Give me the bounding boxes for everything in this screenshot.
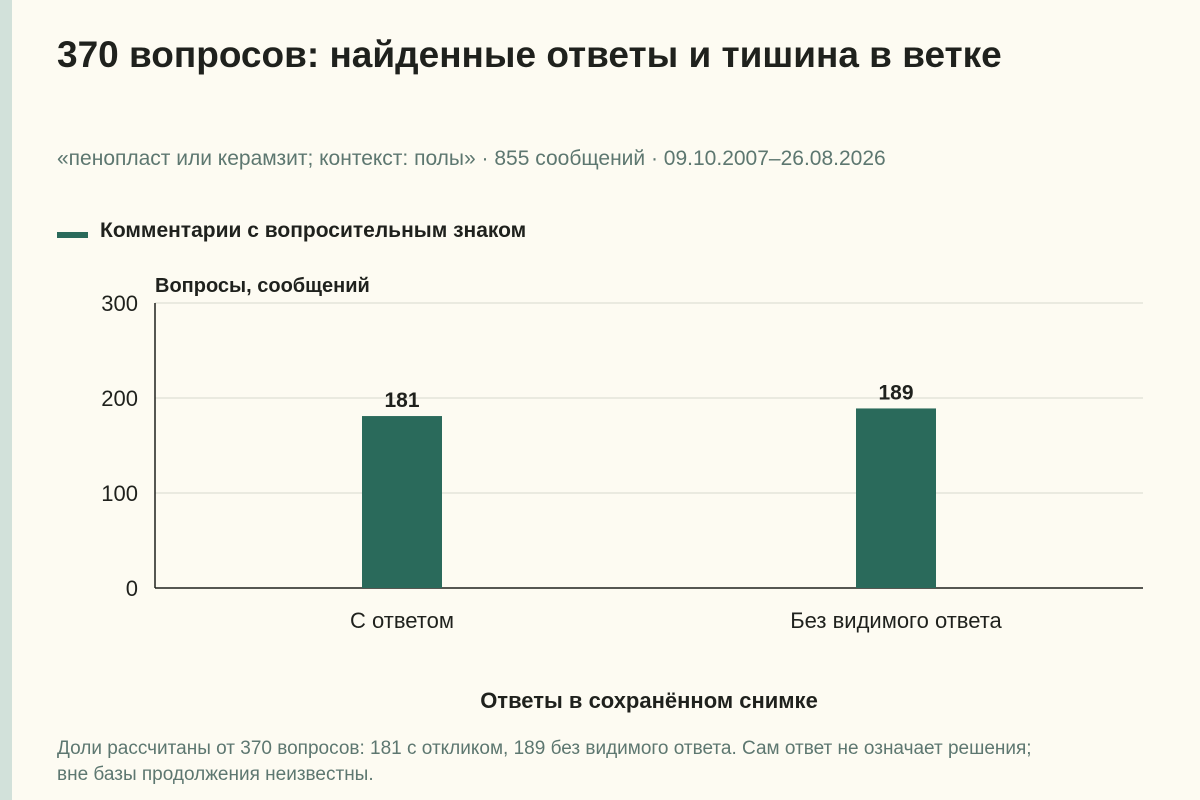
y-axis-title: Вопросы, сообщений bbox=[155, 275, 370, 297]
x-tick-label: Без видимого ответа bbox=[790, 608, 1002, 633]
y-tick-label: 100 bbox=[101, 481, 138, 506]
x-tick-label: С ответом bbox=[350, 608, 454, 633]
y-tick-label: 300 bbox=[101, 291, 138, 316]
x-axis-title: Ответы в сохранённом снимке bbox=[480, 688, 818, 713]
bar bbox=[362, 416, 442, 588]
chart-subtitle: «пенопласт или керамзит; контекст: полы»… bbox=[57, 147, 886, 170]
legend: Комментарии с вопросительным знаком bbox=[57, 219, 526, 243]
footnote: Доли рассчитаны от 370 вопросов: 181 с о… bbox=[57, 738, 1032, 785]
bar-value-label: 189 bbox=[878, 381, 913, 404]
bar-value-label: 181 bbox=[384, 389, 419, 412]
bar bbox=[856, 408, 936, 588]
legend-swatch bbox=[57, 232, 88, 238]
chart-title: 370 вопросов: найденные ответы и тишина … bbox=[57, 34, 1002, 75]
y-tick-label: 200 bbox=[101, 386, 138, 411]
y-tick-label: 0 bbox=[126, 576, 138, 601]
edge-stripe bbox=[0, 0, 12, 800]
legend-label: Комментарии с вопросительным знаком bbox=[100, 219, 527, 242]
